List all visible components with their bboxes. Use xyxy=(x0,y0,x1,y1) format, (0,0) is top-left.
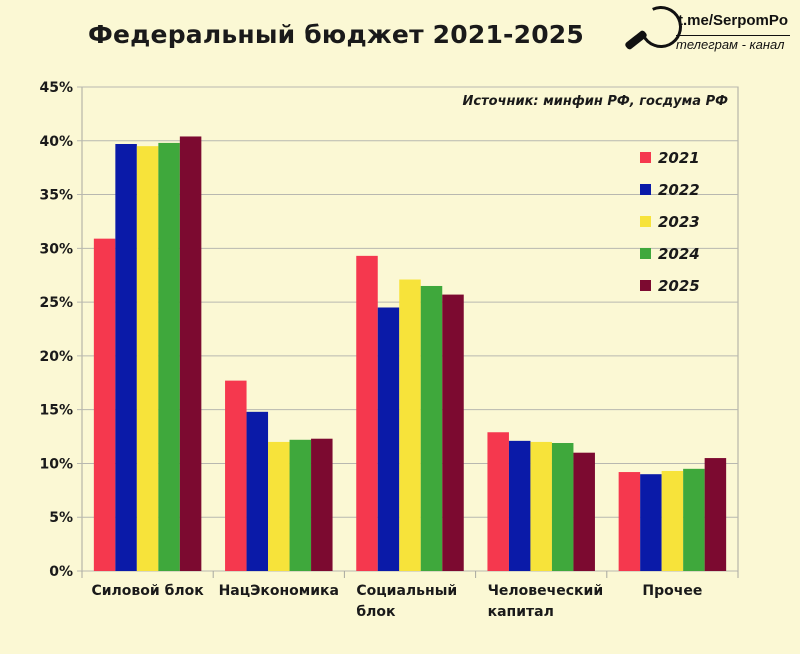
y-tick-label: 15% xyxy=(39,403,73,419)
legend-label: 2025 xyxy=(658,277,700,295)
x-category-label: Социальный xyxy=(356,583,457,599)
legend-swatch xyxy=(640,152,651,163)
legend-label: 2022 xyxy=(658,181,700,199)
bar xyxy=(487,432,509,571)
bar xyxy=(268,441,290,571)
x-category-label: блок xyxy=(356,604,396,620)
bar xyxy=(158,142,180,571)
chart-title: Федеральный бюджет 2021-2025 xyxy=(88,20,584,49)
x-category-label: Прочее xyxy=(642,583,702,599)
bar xyxy=(530,441,552,571)
bar xyxy=(618,472,641,571)
bar xyxy=(683,468,705,571)
legend-swatch xyxy=(640,280,651,291)
bar xyxy=(93,238,116,572)
bar xyxy=(225,380,247,571)
bar xyxy=(115,144,137,571)
legend-swatch xyxy=(640,216,651,227)
bar xyxy=(420,285,443,571)
x-category-label: НацЭкономика xyxy=(219,583,339,599)
y-tick-label: 25% xyxy=(39,295,73,311)
bar xyxy=(661,470,684,571)
bar xyxy=(640,474,662,571)
bar xyxy=(246,411,269,571)
bar xyxy=(377,307,400,571)
bar xyxy=(551,443,574,571)
bar xyxy=(704,458,727,571)
legend-label: 2023 xyxy=(658,213,700,231)
y-tick-label: 5% xyxy=(49,510,73,526)
legend-label: 2024 xyxy=(658,245,700,263)
x-category-label: Человеческий xyxy=(488,583,604,599)
x-category-label: Силовой блок xyxy=(91,583,204,599)
bar xyxy=(442,294,464,571)
bar xyxy=(508,440,531,571)
x-category-label: капитал xyxy=(488,604,554,620)
bar xyxy=(179,136,202,571)
bar xyxy=(136,146,159,571)
y-tick-label: 0% xyxy=(49,564,73,580)
y-tick-label: 10% xyxy=(39,456,73,472)
source-annotation: Источник: минфин РФ, госдума РФ xyxy=(463,94,729,109)
bar xyxy=(573,452,595,571)
bar xyxy=(311,438,333,571)
y-tick-label: 40% xyxy=(39,134,73,150)
y-tick-label: 30% xyxy=(39,241,73,257)
legend-label: 2021 xyxy=(658,149,700,167)
brand-subtitle: телеграм - канал xyxy=(676,35,791,52)
y-tick-label: 35% xyxy=(39,188,73,204)
bar xyxy=(289,439,312,571)
bar xyxy=(399,279,421,571)
y-tick-label: 20% xyxy=(39,349,73,365)
legend-swatch xyxy=(640,184,651,195)
bar xyxy=(356,255,378,571)
legend-swatch xyxy=(640,248,651,259)
brand-url: t.me/SerpomPo xyxy=(678,12,789,29)
y-tick-label: 45% xyxy=(39,80,73,96)
brand-logo[interactable]: t.me/SerpomPo телеграм - канал xyxy=(616,0,800,64)
